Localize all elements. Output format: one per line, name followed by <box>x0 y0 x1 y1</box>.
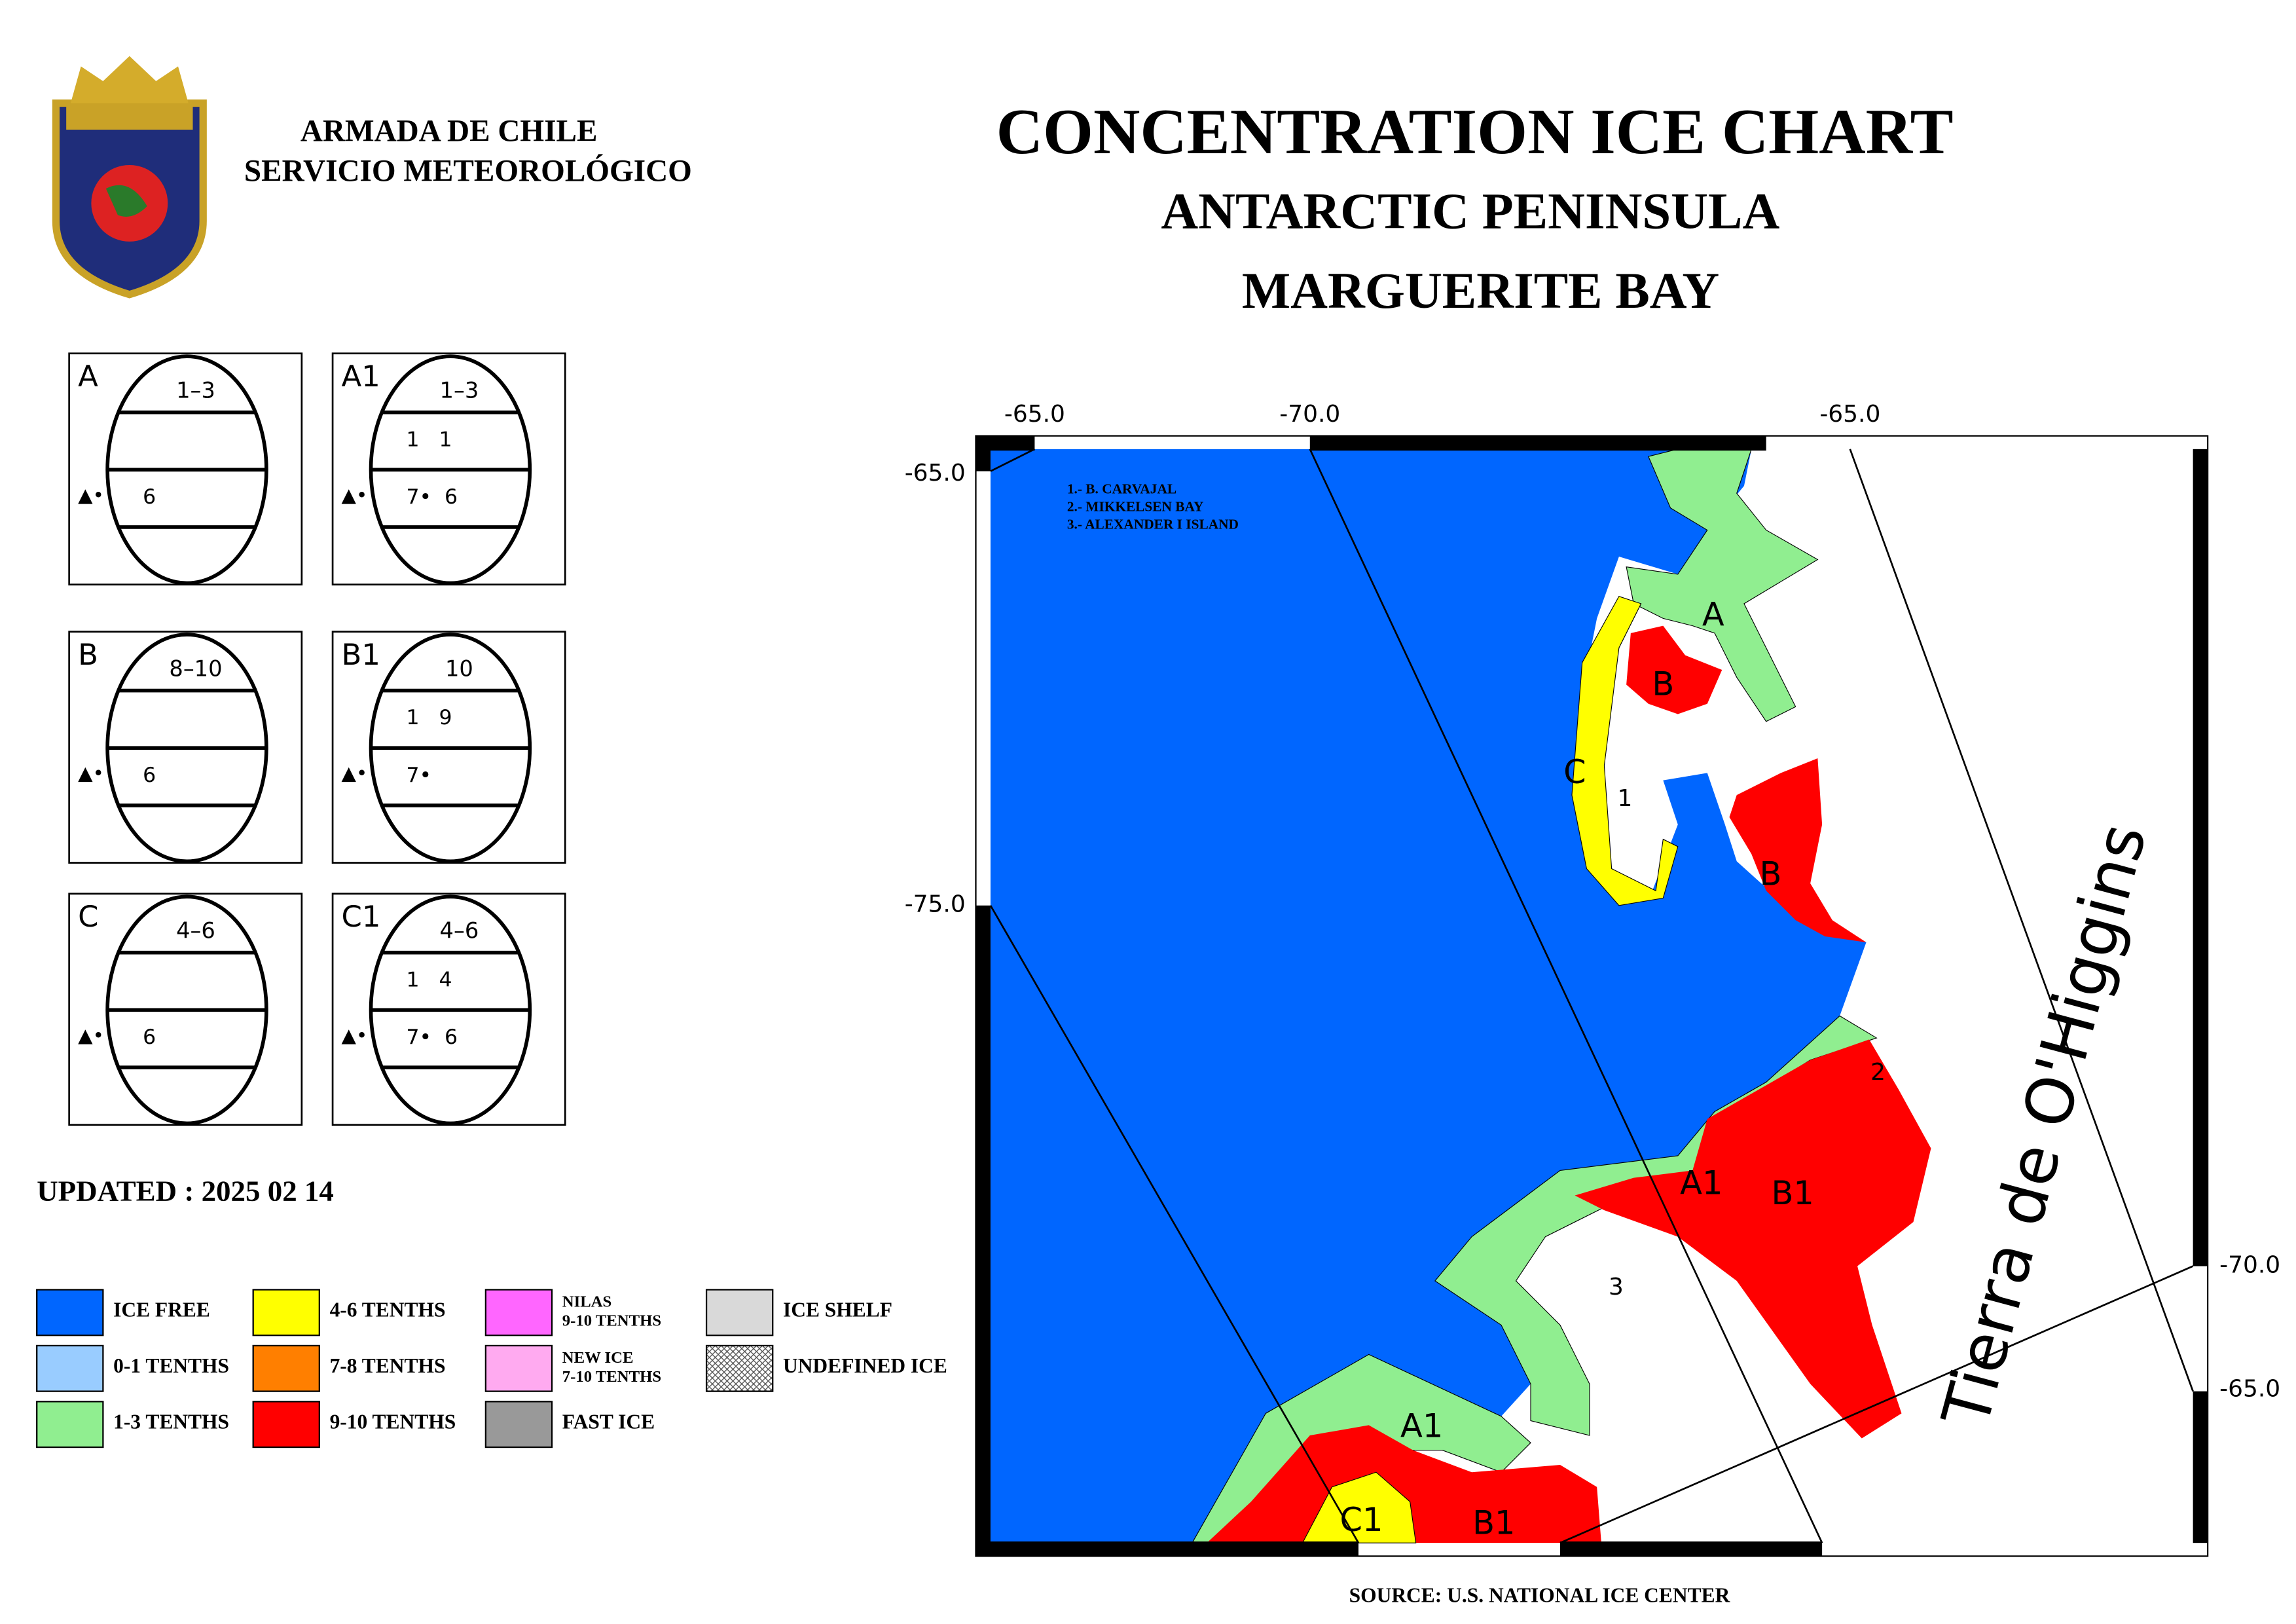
egg-total: 8–10 <box>169 656 222 682</box>
emblem <box>52 56 207 299</box>
ice-9-10-b1 <box>1575 1039 1931 1439</box>
subtitle: ANTARCTIC PENINSULA <box>1161 183 1779 240</box>
egg-partials: 1 1 <box>406 428 452 451</box>
lat-label: -70.0 <box>2219 1252 2280 1279</box>
frame-ticks <box>975 435 2208 1557</box>
map-note: 3.- ALEXANDER I ISLAND <box>1067 517 1239 532</box>
legend-label: 0-1 TENTHS <box>113 1354 229 1377</box>
region-label: A1 <box>1400 1407 1443 1445</box>
legend-swatch <box>252 1344 320 1392</box>
egg-stage: 6 <box>143 1025 156 1049</box>
region-label: 3 <box>1609 1274 1624 1301</box>
form-symbol: ▲• <box>78 762 104 784</box>
egg-total: 4–6 <box>176 918 215 944</box>
legend-swatch <box>36 1344 104 1392</box>
legend-swatch <box>484 1401 553 1449</box>
map <box>975 435 2209 1557</box>
egg-id: A1 <box>342 359 380 394</box>
region-label: A1 <box>1680 1164 1722 1202</box>
region-label: 2 <box>1870 1059 1886 1086</box>
legend-label: ICE FREE <box>113 1298 210 1321</box>
legend-swatch <box>36 1401 104 1449</box>
form-symbol: ▲• <box>78 484 104 506</box>
legend-label: NEW ICE <box>562 1349 634 1367</box>
region-label: 1 <box>1617 785 1632 812</box>
lat-label: -75.0 <box>905 891 966 918</box>
legend-label: 9-10 TENTHS <box>330 1410 456 1433</box>
legend-swatch <box>252 1401 320 1449</box>
legend-label: NILAS <box>562 1293 612 1310</box>
legend-swatch <box>36 1289 104 1337</box>
lat-label: -65.0 <box>2219 1375 2280 1402</box>
source: SOURCE: U.S. NATIONAL ICE CENTER <box>1349 1584 1730 1607</box>
egg-stage: 7• 6 <box>406 1025 458 1049</box>
egg-stage: 6 <box>143 485 156 509</box>
ice-4-6-north <box>1571 595 1679 906</box>
fast-ice-north <box>1626 449 1819 722</box>
egg-total: 1–3 <box>176 378 215 403</box>
region-label: B1 <box>1472 1504 1515 1542</box>
egg-id: C1 <box>342 899 381 934</box>
region-label: B1 <box>1771 1174 1813 1212</box>
region: MARGUERITE BAY <box>1242 263 1719 320</box>
legend-label: ICE SHELF <box>783 1298 892 1321</box>
map-note: 2.- MIKKELSEN BAY <box>1067 499 1204 515</box>
legend-swatch <box>252 1289 320 1337</box>
ice-4-6-south <box>1302 1471 1417 1543</box>
legend-label: 1-3 TENTHS <box>113 1410 229 1433</box>
egg-total: 4–6 <box>440 918 479 944</box>
ice-9-10-north <box>1626 625 1722 714</box>
legend-swatch <box>705 1344 774 1392</box>
egg-partials: 1 4 <box>406 968 452 991</box>
legend-label: 7-8 TENTHS <box>330 1354 446 1377</box>
ice-9-10-east <box>1729 758 1867 942</box>
service: SERVICIO METEOROLÓGICO <box>244 154 692 188</box>
legend-label: FAST ICE <box>562 1410 655 1433</box>
egg-stage: 6 <box>143 764 156 787</box>
form-symbol: ▲• <box>342 484 368 506</box>
egg-id: C <box>78 899 98 934</box>
egg-id: B1 <box>342 637 380 672</box>
title: CONCENTRATION ICE CHART <box>996 96 1954 168</box>
form-symbol: ▲• <box>342 762 368 784</box>
legend-sublabel: 7-10 TENTHS <box>562 1368 661 1386</box>
egg-stage: 7• 6 <box>406 485 458 509</box>
egg-partials: 1 9 <box>406 706 452 729</box>
region-label: C1 <box>1339 1501 1383 1539</box>
form-symbol: ▲• <box>78 1024 104 1046</box>
lon-label: -70.0 <box>1279 401 1340 428</box>
organization: ARMADA DE CHILE <box>301 115 598 149</box>
legend-swatch <box>484 1344 553 1392</box>
ice-free-water <box>990 449 1867 1543</box>
lon-label: -65.0 <box>1004 401 1065 428</box>
updated: UPDATED : 2025 02 14 <box>37 1175 334 1208</box>
legend-label: UNDEFINED ICE <box>783 1354 947 1377</box>
egg-id: B <box>78 637 98 672</box>
region-label: C <box>1563 753 1586 791</box>
ice-9-10-south <box>1207 1425 1601 1543</box>
legend-label: 4-6 TENTHS <box>330 1298 446 1321</box>
region-label: B <box>1759 855 1781 893</box>
egg-stage: 7• <box>406 764 431 787</box>
legend-swatch <box>484 1289 553 1337</box>
legend-swatch <box>705 1289 774 1337</box>
lat-label: -65.0 <box>905 460 966 487</box>
egg-id: A <box>78 359 98 394</box>
region-label: B <box>1652 665 1674 703</box>
map-note: 1.- B. CARVAJAL <box>1067 481 1176 497</box>
egg-total: 10 <box>445 656 473 682</box>
grid-lines <box>989 448 2194 1544</box>
region-label: A <box>1702 596 1724 634</box>
legend-sublabel: 9-10 TENTHS <box>562 1312 661 1330</box>
egg-total: 1–3 <box>440 378 479 403</box>
lon-label: -65.0 <box>1819 401 1880 428</box>
form-symbol: ▲• <box>342 1024 368 1046</box>
